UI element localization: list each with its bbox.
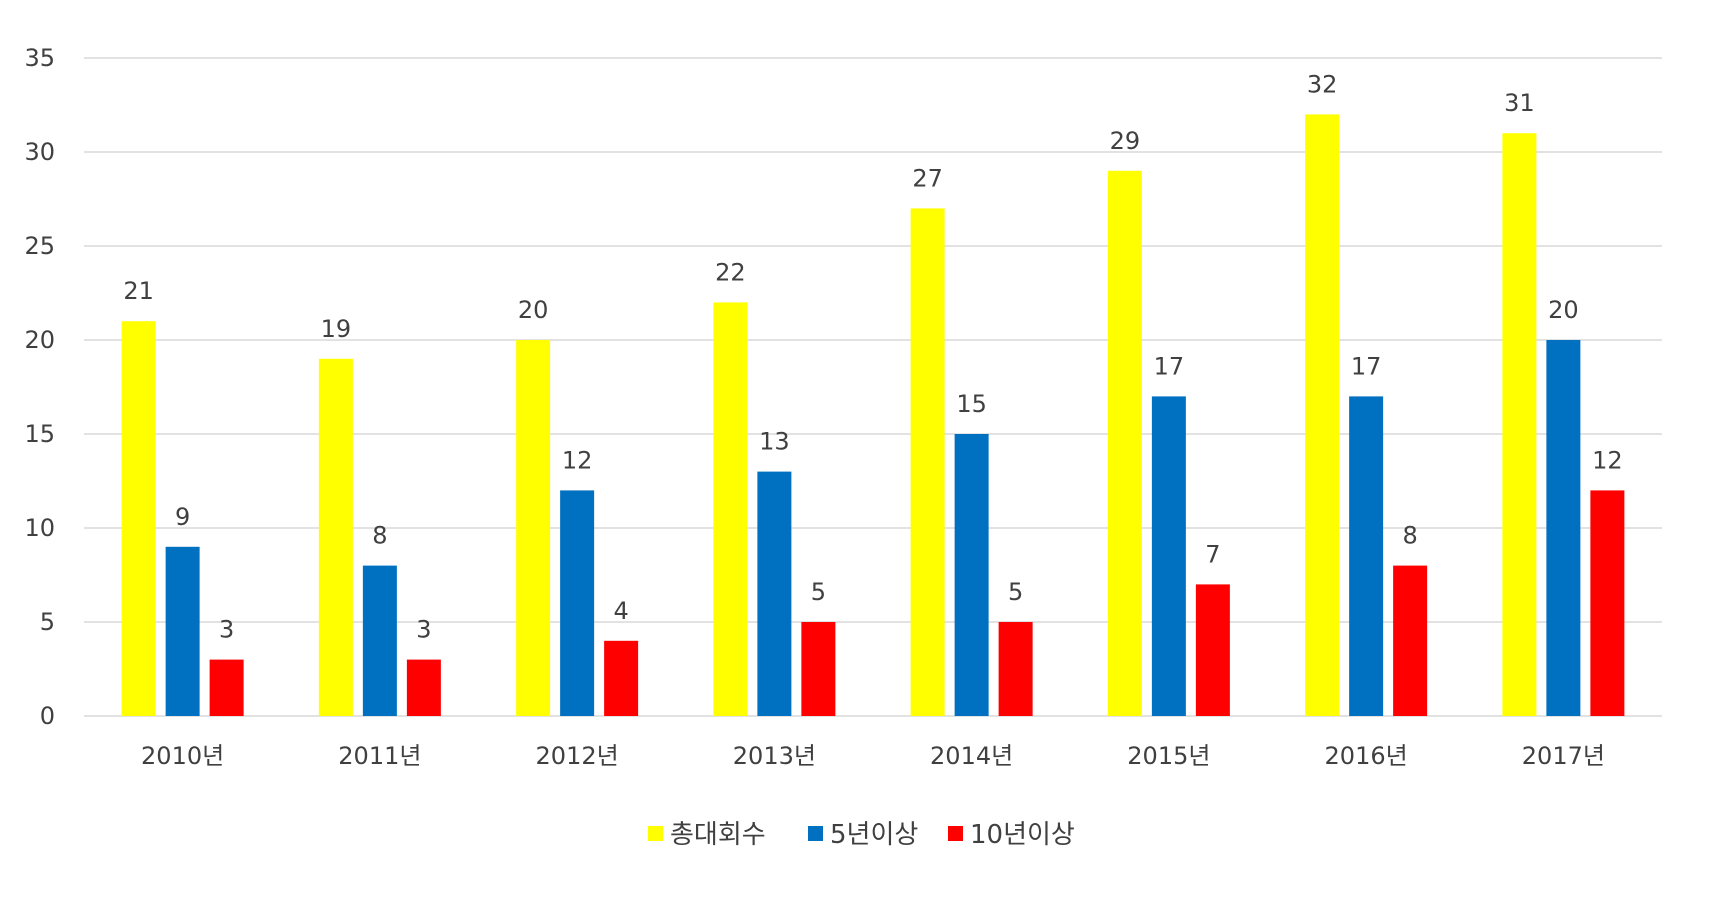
x-tick-label: 2011년: [338, 742, 421, 770]
y-tick-label: 25: [24, 232, 55, 260]
bar: [910, 208, 945, 716]
bar: [560, 490, 595, 716]
x-tick-label: 2014년: [930, 742, 1013, 770]
data-label: 19: [321, 315, 352, 343]
bar: [954, 434, 989, 716]
data-label: 32: [1307, 70, 1338, 98]
bar: [713, 302, 748, 716]
data-label: 22: [715, 258, 746, 286]
data-label: 12: [1592, 446, 1623, 474]
data-label: 20: [1548, 296, 1579, 324]
y-axis-ticks: 0 5 10 15 20 25 30 35: [24, 44, 55, 730]
y-tick-label: 20: [24, 326, 55, 354]
bar: [757, 471, 792, 716]
data-label: 13: [759, 428, 790, 456]
bar: [1151, 396, 1186, 716]
bar: [801, 622, 836, 716]
x-tick-label: 2016년: [1325, 742, 1408, 770]
x-tick-label: 2015년: [1127, 742, 1210, 770]
data-label: 5: [811, 578, 826, 606]
x-tick-label: 2012년: [536, 742, 619, 770]
y-tick-label: 0: [40, 702, 55, 730]
bar: [1590, 490, 1625, 716]
y-tick-label: 35: [24, 44, 55, 72]
data-label: 29: [1110, 127, 1141, 155]
legend: 총대회수 5년이상 10년이상: [648, 820, 1075, 850]
data-label: 4: [613, 597, 628, 625]
data-label: 9: [175, 503, 190, 531]
bar: [165, 546, 200, 716]
data-label: 17: [1154, 352, 1185, 380]
data-label: 15: [956, 390, 987, 418]
legend-label: 10년이상: [970, 820, 1075, 850]
data-label: 8: [1402, 522, 1417, 550]
legend-swatch: [948, 826, 963, 841]
data-label: 12: [562, 446, 593, 474]
legend-label: 5년이상: [830, 820, 918, 850]
x-tick-label: 2010년: [141, 742, 224, 770]
bar: [1107, 170, 1142, 717]
x-tick-label: 2013년: [733, 742, 816, 770]
bar: [1502, 133, 1537, 716]
data-label: 5: [1008, 578, 1023, 606]
bar: [406, 659, 441, 716]
x-tick-label: 2017년: [1522, 742, 1605, 770]
legend-swatch: [808, 826, 823, 841]
bar: [998, 622, 1033, 716]
bar: [318, 358, 353, 716]
bar: [516, 340, 551, 716]
data-label: 8: [372, 522, 387, 550]
bar: [1546, 340, 1581, 716]
bar: [121, 321, 156, 716]
legend-swatch: [648, 826, 663, 841]
bars: [121, 114, 1625, 717]
bar: [1393, 565, 1428, 716]
y-tick-label: 15: [24, 420, 55, 448]
bar: [362, 565, 397, 716]
bar: [209, 659, 244, 716]
data-label: 31: [1504, 89, 1535, 117]
data-label: 3: [416, 616, 431, 644]
bar: [1195, 584, 1230, 716]
x-axis-ticks: 2010년 2011년 2012년 2013년 2014년 2015년 2016년 2017년: [141, 742, 1605, 770]
bar: [1349, 396, 1384, 716]
bar: [604, 640, 639, 716]
data-label: 17: [1351, 352, 1382, 380]
bar: [1305, 114, 1340, 716]
data-label: 20: [518, 296, 549, 324]
data-label: 3: [219, 616, 234, 644]
y-tick-label: 10: [24, 514, 55, 542]
data-labels: 21 9 3 19 8 3 20 12 4 22 13 5 27 15 5 29 17 7 32 17 8 31 20 12: [123, 70, 1622, 643]
data-label: 21: [123, 277, 154, 305]
data-label: 7: [1205, 540, 1220, 568]
y-tick-label: 30: [24, 138, 55, 166]
y-tick-label: 5: [40, 608, 55, 636]
legend-label: 총대회수: [670, 820, 766, 850]
data-label: 27: [912, 164, 943, 192]
